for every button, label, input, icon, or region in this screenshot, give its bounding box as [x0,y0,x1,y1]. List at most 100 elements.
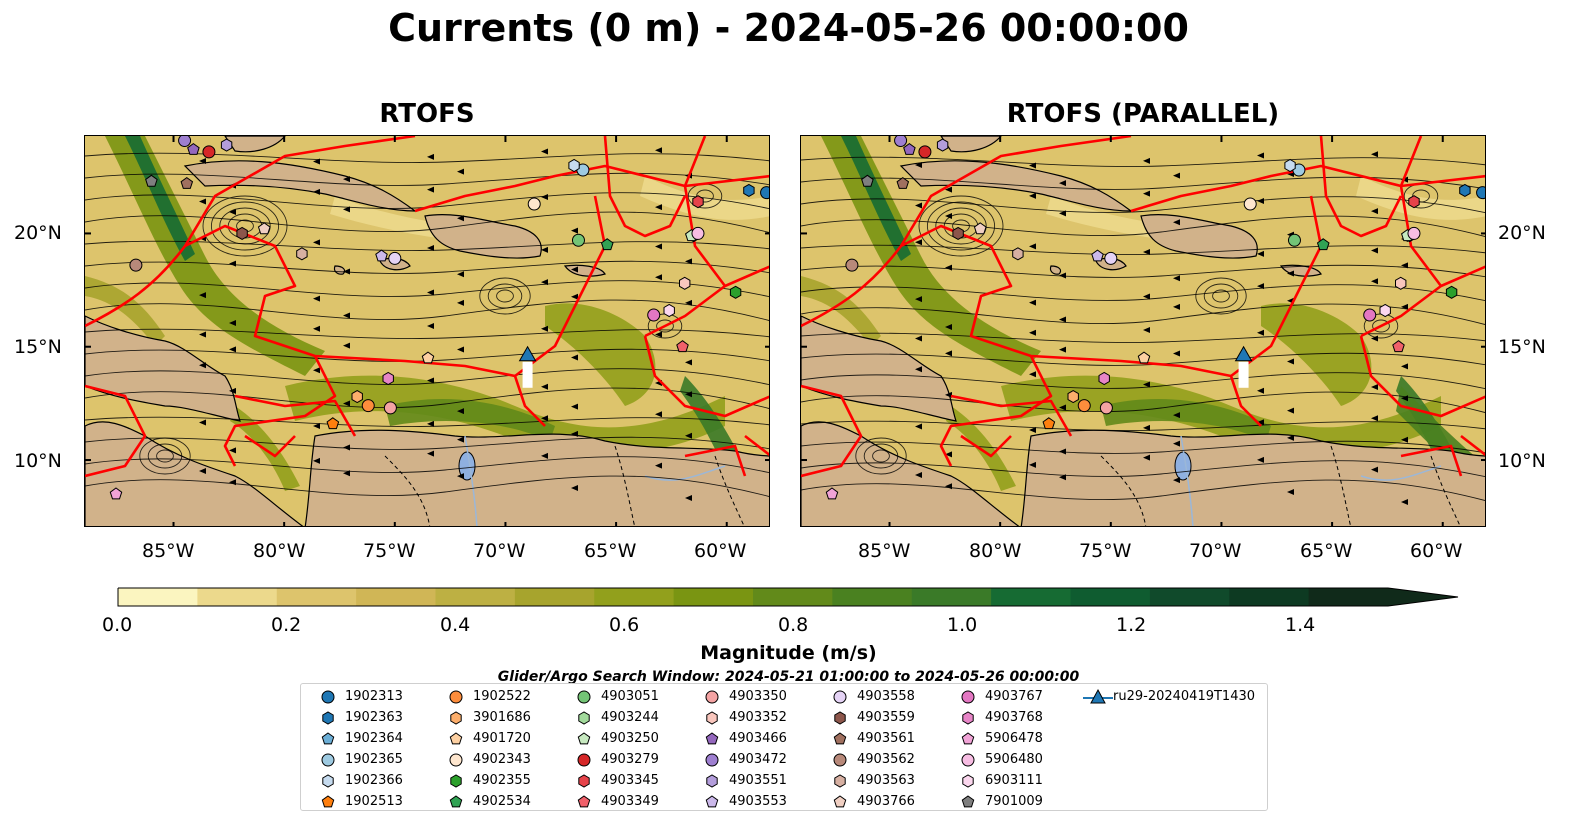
lat-label-20n-right: 20°N [1498,222,1546,244]
lon-label-65w: 65°W [584,540,637,562]
legend-label: 4901720 [473,731,531,746]
legend-item: 4903472 [705,751,787,769]
colorbar-extend-tip [1388,588,1458,606]
colorbar [117,587,1459,607]
legend-item: 1902522 [449,688,531,706]
legend-label: 4903466 [729,731,787,746]
legend-item: 1902363 [322,709,403,727]
float-marker [129,258,143,272]
lon-label-85w: 85°W [142,540,195,562]
legend-item: 1902313 [321,688,403,706]
lon-label-65w-p2: 65°W [1300,540,1353,562]
map-panel-rtofs[interactable] [84,135,770,527]
float-legend-icon [833,795,847,808]
colorbar-segment [832,588,913,606]
legend-label: 4903551 [729,773,787,788]
float-legend-icon [834,711,846,725]
colorbar-segment [673,588,754,606]
float-marker [729,285,742,299]
lon-label-85w-p2: 85°W [858,540,911,562]
float-marker [257,222,271,235]
colorbar-tick: 1.2 [1116,614,1147,636]
float-legend-icon [321,795,335,808]
legend-item: 5906480 [961,751,1043,769]
eez-boundaries [85,136,769,478]
float-legend-icon [961,690,975,704]
float-marker [187,142,200,155]
float-marker [383,401,397,415]
legend-item: 1902366 [322,772,403,790]
legend-item: 4903350 [705,688,787,706]
colorbar-label: Magnitude (m/s) [700,642,877,664]
lon-label-60w-p2: 60°W [1410,540,1463,562]
legend-label: 4902355 [473,773,531,788]
legend-item: 4903558 [833,688,915,706]
float-marker [375,249,388,262]
map-panel-rtofs-parallel[interactable] [800,135,1486,527]
float-legend-icon [322,774,334,788]
legend-label: 4903250 [601,731,659,746]
legend-item: 1902365 [321,751,403,769]
legend-item: 3901686 [450,709,531,727]
colorbar-tick: 0.0 [102,614,133,636]
float-legend-icon [706,774,718,788]
central-america-land [801,421,1020,526]
float-marker [1395,276,1407,290]
legend-item: 4902534 [449,793,531,811]
legend-item: 4903551 [706,772,787,790]
float-legend-icon [833,732,847,745]
float-marker [894,136,908,148]
legend-label: 1902522 [473,689,531,704]
lon-label-75w-p2: 75°W [1079,540,1132,562]
float-legend-icon [450,711,462,725]
glider-legend-icon [1083,688,1113,704]
figure-title: Currents (0 m) - 2024-05-26 00:00:00 [388,6,1189,50]
colorbar-segment [435,588,516,606]
legend-item: 1902364 [321,730,403,748]
float-marker [1445,285,1458,299]
colorbar-segment [356,588,436,606]
colorbar-segment [514,588,595,606]
panel-title-rtofs-parallel: RTOFS (PARALLEL) [1006,99,1280,129]
float-legend-icon [322,711,334,725]
search-window-text: Glider/Argo Search Window: 2024-05-21 01… [497,669,1080,685]
float-legend-icon [961,795,975,808]
colorbar-segment [197,588,278,606]
float-legend-icon [450,774,462,788]
float-marker [1077,399,1091,413]
map-canvas [801,136,1485,526]
legend-item: 7901009 [961,793,1043,811]
lake-maracaibo [1174,451,1192,481]
legend-item: 4903279 [577,751,659,769]
lon-label-80w-p2: 80°W [969,540,1022,562]
legend-label: 1902363 [345,710,403,725]
legend-item: 4903466 [705,730,787,748]
colorbar-segment [1229,588,1310,606]
float-legend-icon [449,753,463,767]
float-marker [1137,351,1151,364]
legend-label: 4903349 [601,794,659,809]
float-legend-icon [705,732,719,745]
colorbar-tick: 0.6 [609,614,640,636]
float-marker [1104,251,1118,265]
legend-label: 4903051 [601,689,659,704]
legend-label: 4903279 [601,752,659,767]
legend-item: 4903244 [578,709,659,727]
legend-item: 4903563 [834,772,915,790]
legend-label: 1902365 [345,752,403,767]
central-america-land [85,421,304,526]
float-legend-icon [961,753,975,767]
float-marker [1042,417,1056,430]
float-marker [568,158,580,173]
float-marker [527,197,541,211]
float-marker [691,226,705,240]
float-marker [1476,186,1485,200]
float-marker [236,226,248,240]
float-marker [178,136,192,148]
float-legend-icon [321,690,335,704]
legend-label: 1902366 [345,773,403,788]
float-legend-icon [961,732,975,745]
float-marker [1243,197,1257,211]
legend-label: 4903767 [985,689,1043,704]
colorbar-tick: 0.4 [440,614,471,636]
